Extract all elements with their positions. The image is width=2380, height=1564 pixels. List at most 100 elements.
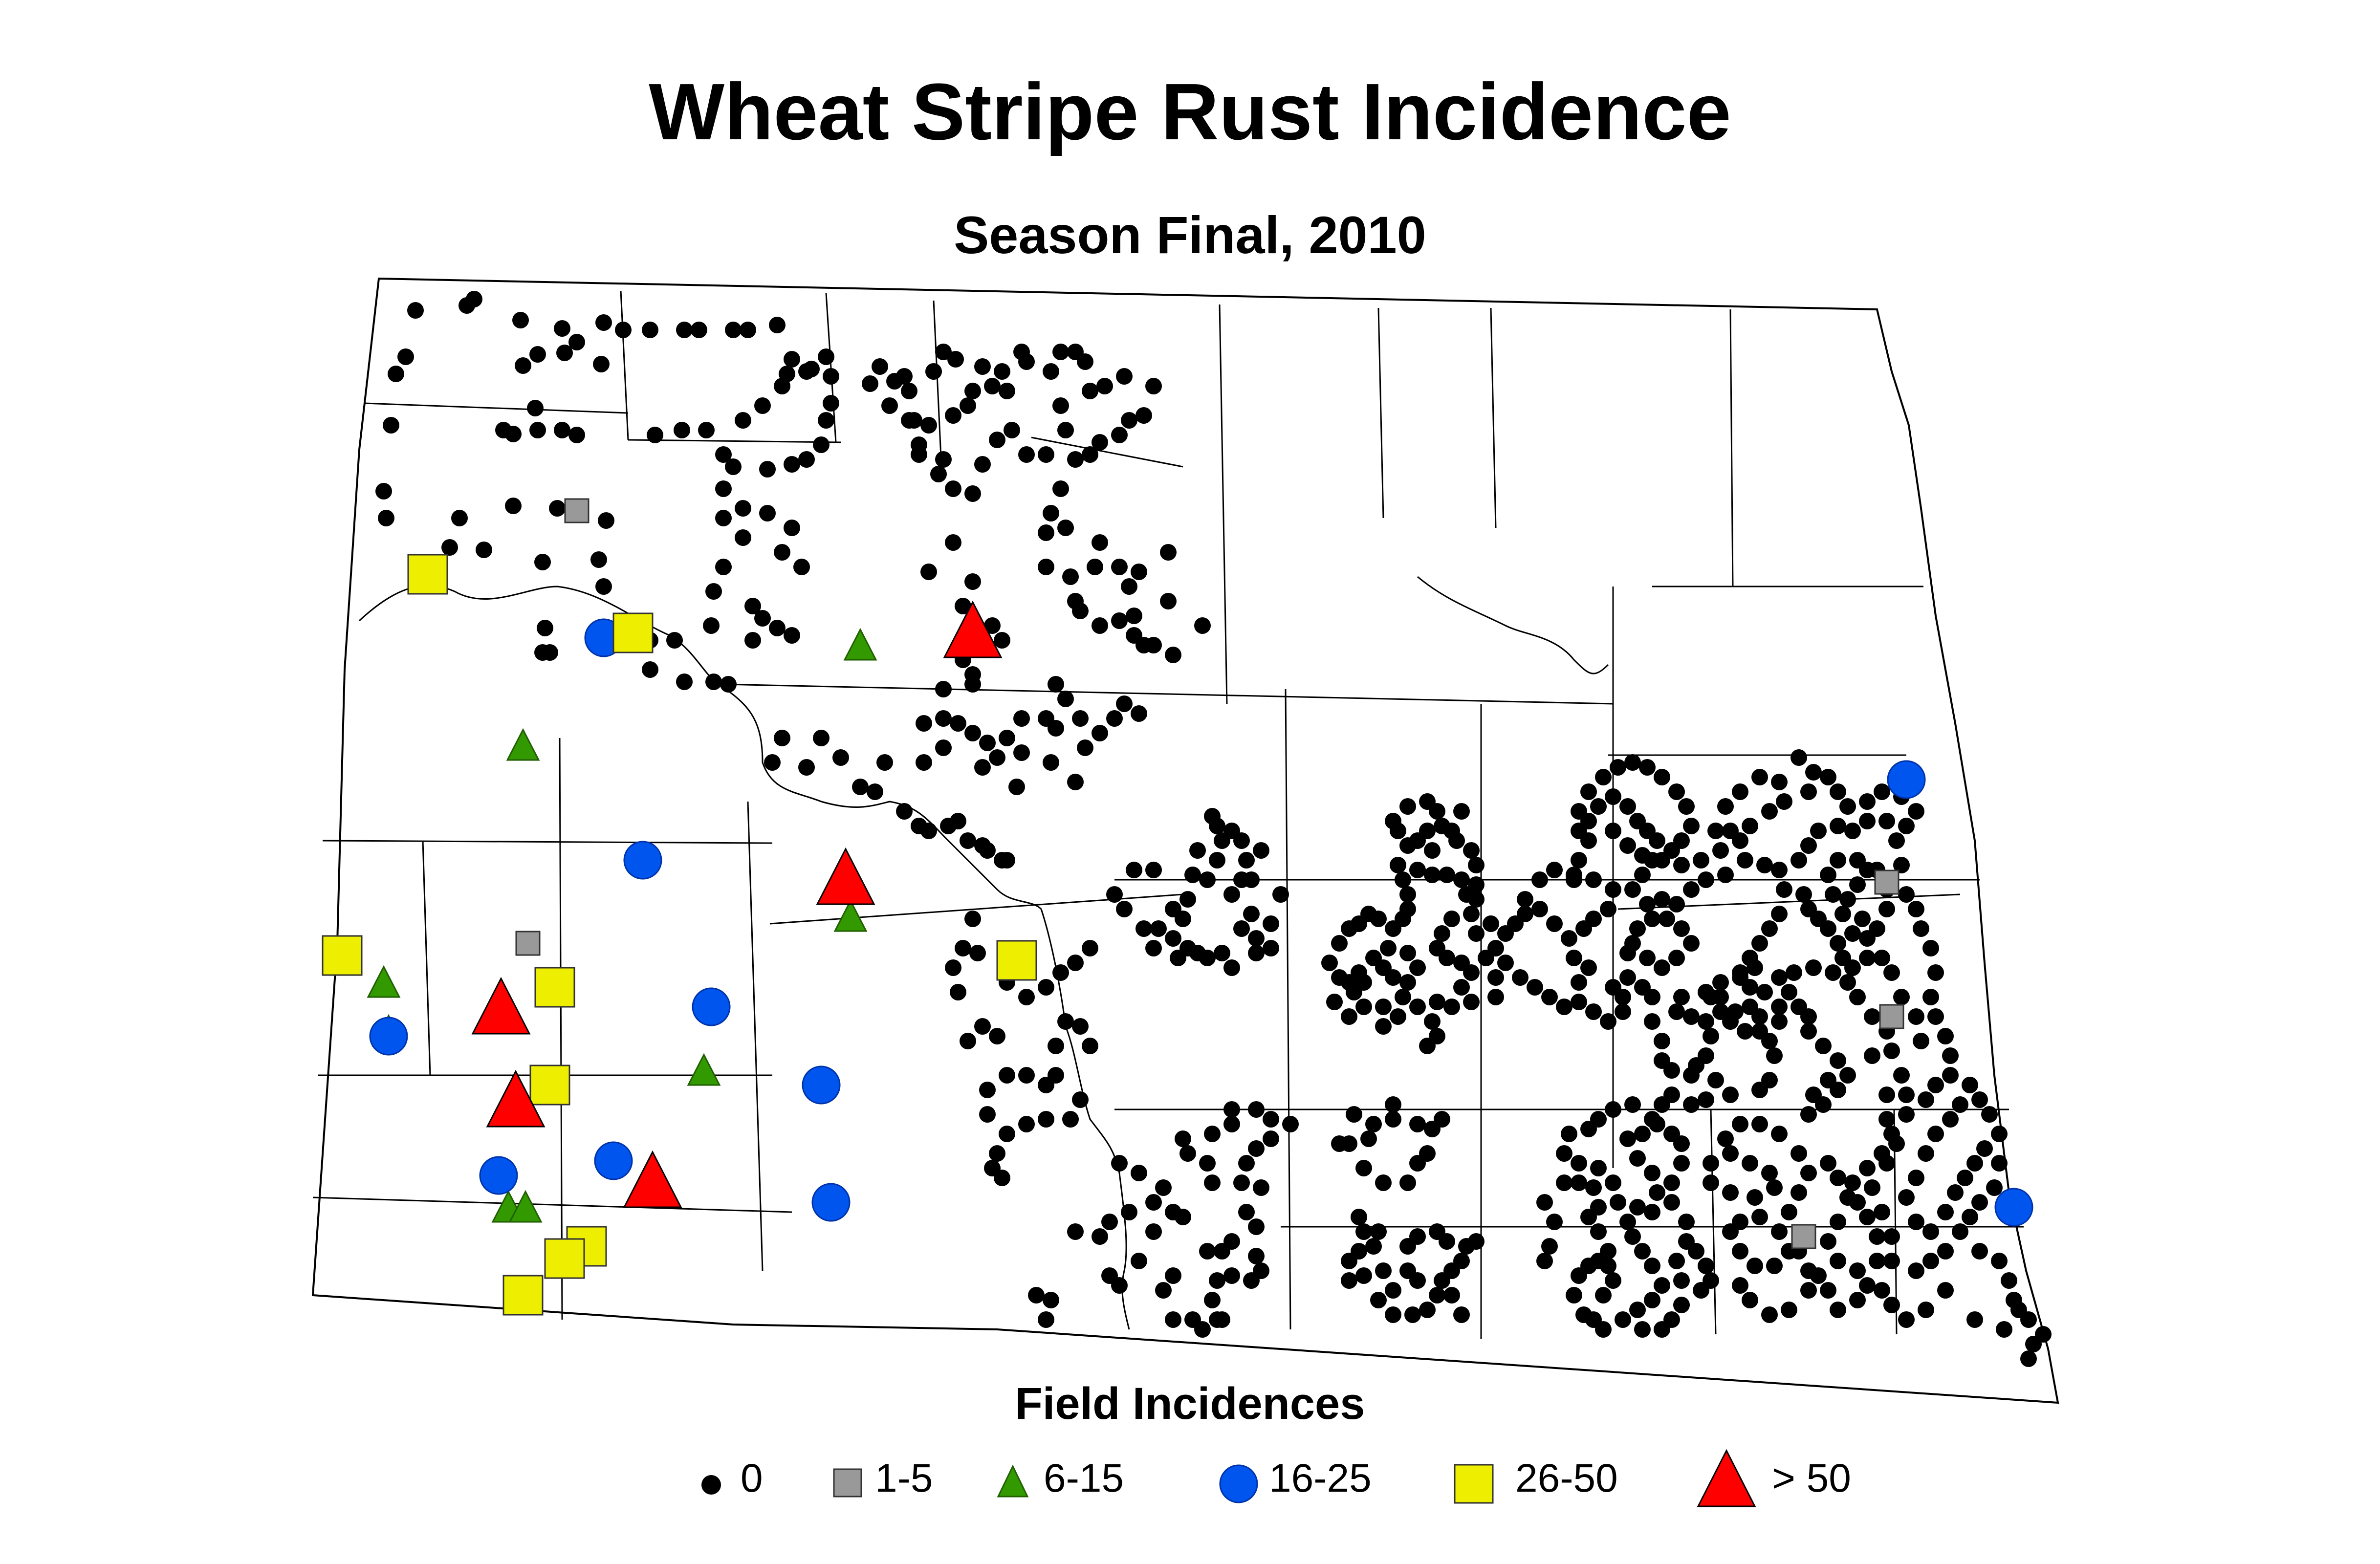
marker-6-15 (367, 965, 401, 998)
marker-zero (1439, 950, 1455, 966)
marker-zero (549, 500, 566, 517)
marker-zero (1830, 935, 1846, 952)
marker-zero (1878, 901, 1895, 917)
marker-zero (1732, 1243, 1748, 1260)
marker-zero (1918, 1302, 1934, 1318)
marker-zero (1018, 446, 1035, 463)
marker-zero (1707, 823, 1724, 839)
marker-zero (1282, 1116, 1299, 1132)
marker-zero (1253, 1179, 1269, 1196)
marker-zero (1698, 871, 1714, 888)
marker-zero (1732, 1277, 1748, 1294)
marker-zero (974, 358, 991, 375)
marker-zero (1541, 1238, 1558, 1255)
marker-zero (1639, 759, 1656, 776)
marker-zero (1370, 911, 1387, 927)
marker-zero (1204, 1174, 1221, 1191)
marker-zero (1199, 1155, 1216, 1172)
marker-zero (715, 510, 732, 526)
marker-zero (1223, 886, 1240, 903)
marker-zero (1131, 564, 1147, 580)
marker-zero (1043, 505, 1059, 521)
marker-zero (1649, 1184, 1665, 1201)
legend-symbol-16-25 (1219, 1464, 1258, 1503)
marker-zero (1663, 842, 1680, 859)
marker-zero (2035, 1326, 2052, 1343)
marker-zero (1248, 1101, 1265, 1118)
marker-zero (1673, 1272, 1690, 1289)
marker-zero (1874, 950, 1890, 966)
marker-zero (1092, 725, 1108, 741)
marker-zero (1751, 1008, 1768, 1025)
marker-zero (703, 617, 720, 634)
marker-zero (512, 312, 529, 328)
marker-zero (1082, 446, 1098, 463)
marker-zero (1913, 1033, 1929, 1049)
marker-zero (1751, 1209, 1768, 1225)
marker-zero (1820, 1072, 1836, 1088)
marker-zero (1751, 1082, 1768, 1098)
marker-zero (1390, 857, 1406, 873)
marker-zero (979, 735, 996, 751)
marker-zero (1238, 1204, 1255, 1220)
marker-zero (1556, 999, 1572, 1015)
marker-zero (1737, 1023, 1753, 1040)
marker-zero (1654, 769, 1670, 785)
marker-zero (1399, 837, 1416, 854)
marker-zero (1355, 999, 1372, 1015)
marker-zero (1683, 818, 1700, 834)
marker-zero (1585, 1179, 1602, 1196)
marker-zero (1849, 876, 1866, 893)
marker-zero (1830, 1170, 1846, 1186)
marker-zero (1668, 1003, 1685, 1020)
marker-zero (1160, 544, 1177, 561)
marker-zero (1893, 857, 1910, 873)
marker-zero (1487, 969, 1504, 986)
marker-zero (1556, 1145, 1572, 1162)
marker-6-15 (843, 628, 877, 661)
marker-zero (1429, 994, 1445, 1010)
marker-zero (1018, 353, 1035, 370)
marker-zero (1121, 412, 1137, 429)
legend-symbols (701, 1449, 1756, 1507)
legend-symbol-over-50 (1697, 1449, 1756, 1507)
marker-zero (1145, 940, 1162, 956)
marker-zero (1101, 1214, 1118, 1230)
marker-zero (466, 291, 482, 307)
marker-zero (1116, 368, 1133, 385)
marker-zero (1698, 1047, 1714, 1064)
marker-zero (984, 378, 1001, 394)
marker-zero (441, 539, 458, 556)
marker-26-50 (996, 940, 1037, 981)
marker-zero (1937, 1282, 1954, 1299)
marker-zero (593, 356, 610, 372)
marker-26-50 (612, 612, 654, 653)
marker-zero (1580, 1121, 1597, 1137)
marker-zero (1419, 823, 1436, 839)
marker-zero (554, 422, 570, 438)
marker-zero (642, 322, 658, 338)
marker-zero (1057, 1013, 1074, 1030)
markers-1-5 (515, 498, 1904, 1249)
marker-zero (950, 984, 966, 1000)
marker-zero (1013, 744, 1030, 761)
marker-zero (1111, 559, 1128, 575)
marker-zero (1922, 1223, 1939, 1240)
marker-zero (1922, 989, 1939, 1005)
marker-zero (1429, 1223, 1445, 1240)
marker-zero (1370, 1223, 1387, 1240)
marker-zero (1991, 1253, 2008, 1269)
marker-zero (1610, 1194, 1626, 1211)
marker-zero (867, 783, 883, 800)
marker-zero (1424, 1013, 1441, 1030)
marker-zero (1101, 1267, 1118, 1284)
marker-zero (1087, 559, 1103, 575)
marker-zero (881, 397, 898, 414)
marker-zero (1223, 1116, 1240, 1132)
marker-zero (1116, 695, 1133, 712)
marker-zero (947, 351, 964, 368)
marker-zero (769, 620, 786, 636)
marker-zero (1859, 950, 1876, 966)
markers-6-15 (367, 628, 877, 1223)
marker-zero (1150, 920, 1167, 937)
